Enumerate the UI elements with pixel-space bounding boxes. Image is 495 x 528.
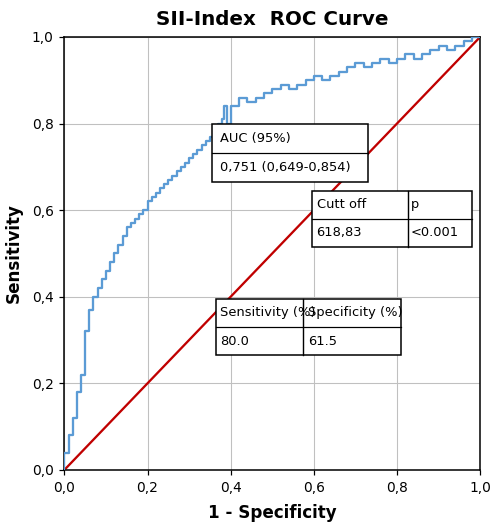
Text: AUC (95%): AUC (95%) [220,131,291,145]
Bar [312,191,472,247]
Text: Cutt off: Cutt off [317,198,366,211]
Bar [216,299,401,355]
X-axis label: 1 - Specificity: 1 - Specificity [208,504,337,522]
Text: 80.0: 80.0 [220,335,249,347]
Bar [212,124,368,182]
Text: Specificity (%): Specificity (%) [308,306,402,319]
Y-axis label: Sensitivity: Sensitivity [4,203,23,304]
Text: 61.5: 61.5 [308,335,337,347]
Text: p: p [411,198,419,211]
Text: Sensitivity (%): Sensitivity (%) [220,306,316,319]
Title: SII-Index  ROC Curve: SII-Index ROC Curve [156,10,389,29]
Text: <0.001: <0.001 [411,227,459,239]
Text: 618,83: 618,83 [317,227,362,239]
Text: 0,751 (0,649-0,854): 0,751 (0,649-0,854) [220,161,350,174]
